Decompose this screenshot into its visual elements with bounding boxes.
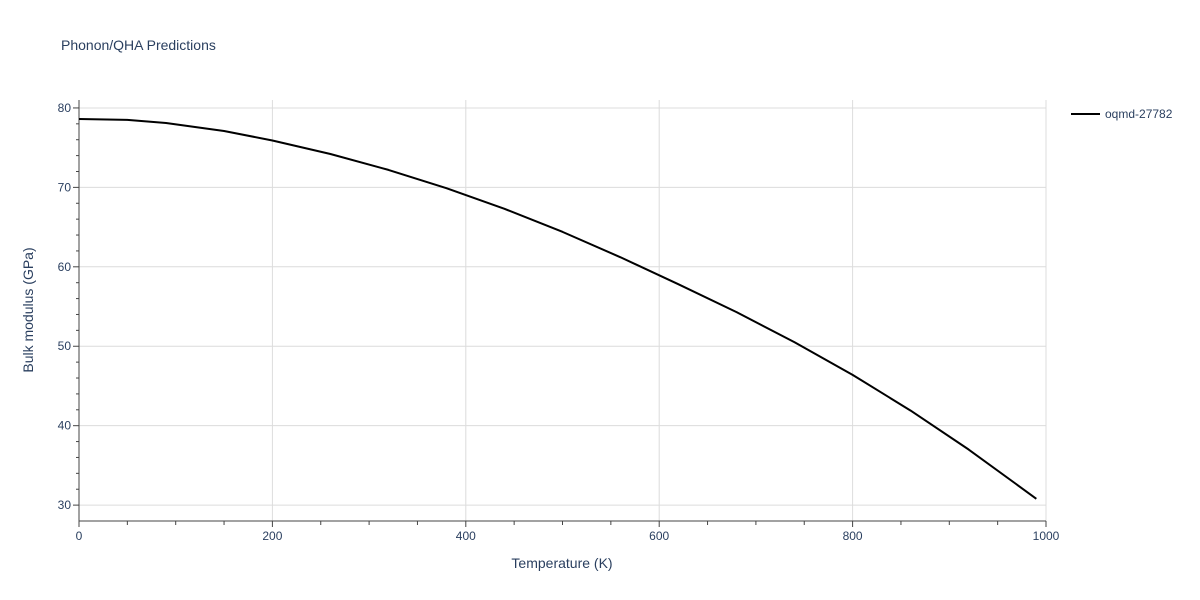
x-tick-label: 600 (649, 529, 669, 543)
x-tick-labels: 0 200 400 600 800 1000 (76, 529, 1060, 543)
minor-ticks (73, 107, 1047, 527)
series-line (78, 118, 1037, 500)
y-tick-labels: 30 40 50 60 70 80 (58, 101, 72, 512)
y-tick-label: 70 (58, 180, 72, 194)
legend[interactable]: oqmd-27782 (1071, 107, 1173, 121)
x-tick-label: 0 (76, 529, 83, 543)
chart-title: Phonon/QHA Predictions (61, 37, 216, 53)
y-tick-label: 60 (58, 260, 72, 274)
y-tick-label: 50 (58, 339, 72, 353)
x-tick-label: 200 (262, 529, 282, 543)
x-tick-label: 400 (456, 529, 476, 543)
series-group (78, 118, 1037, 500)
y-axis-title: Bulk modulus (GPa) (20, 247, 36, 372)
grid (79, 100, 1047, 521)
axes (78, 100, 1046, 522)
x-axis-title: Temperature (K) (511, 555, 612, 571)
x-tick-label: 800 (843, 529, 863, 543)
y-tick-label: 30 (58, 498, 72, 512)
y-tick-label: 40 (58, 419, 72, 433)
x-tick-label: 1000 (1033, 529, 1060, 543)
y-tick-label: 80 (58, 101, 72, 115)
legend-label[interactable]: oqmd-27782 (1105, 107, 1173, 121)
